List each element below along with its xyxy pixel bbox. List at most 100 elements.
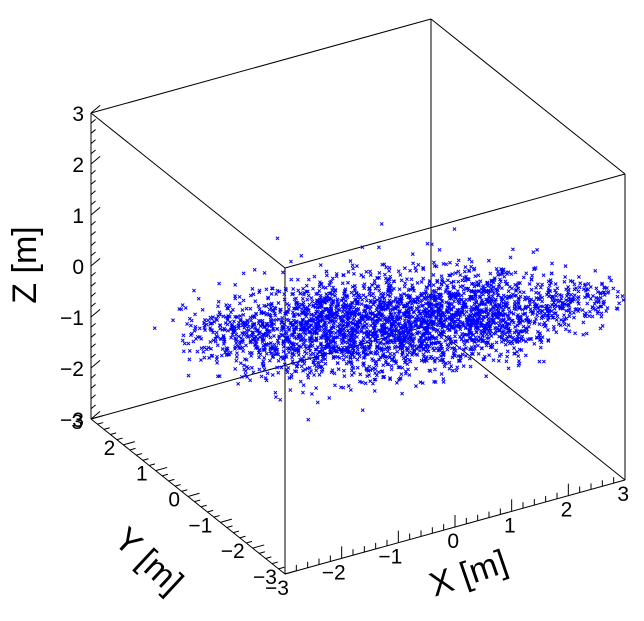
data-point <box>233 329 238 334</box>
data-point <box>585 301 590 306</box>
data-point <box>483 323 488 328</box>
data-point <box>508 295 513 300</box>
data-point <box>496 272 501 277</box>
y-tick-label: −3 <box>253 566 277 589</box>
data-point <box>383 347 388 352</box>
data-point <box>450 272 455 276</box>
data-point <box>373 319 378 323</box>
data-point <box>578 281 583 286</box>
data-point <box>397 376 402 381</box>
data-point <box>476 283 481 288</box>
data-point <box>459 337 464 342</box>
data-point <box>558 305 563 310</box>
data-point <box>328 280 332 285</box>
data-point <box>318 263 323 268</box>
data-point <box>370 356 375 361</box>
data-point <box>252 267 257 272</box>
data-point <box>199 336 204 341</box>
z-tick <box>90 271 96 277</box>
data-point <box>388 274 393 279</box>
data-point <box>440 299 445 303</box>
y-tick <box>168 478 175 482</box>
data-point <box>445 285 450 290</box>
data-point <box>535 282 540 287</box>
data-point <box>307 344 311 349</box>
data-point <box>469 264 474 269</box>
data-point <box>316 314 321 319</box>
data-point <box>285 339 289 344</box>
data-point <box>202 318 207 322</box>
data-point <box>504 359 509 364</box>
data-point <box>611 286 616 291</box>
data-point <box>418 311 423 316</box>
data-point <box>304 283 309 288</box>
data-point <box>289 277 294 282</box>
data-point <box>447 273 452 278</box>
data-point <box>539 340 544 345</box>
data-point <box>534 316 538 321</box>
z-tick <box>90 206 101 216</box>
data-point <box>258 324 263 329</box>
data-point <box>242 363 246 368</box>
data-point <box>361 283 366 288</box>
data-point <box>607 275 612 280</box>
data-point <box>487 326 492 331</box>
data-point <box>534 304 539 309</box>
data-point <box>238 361 243 366</box>
data-point <box>270 355 275 360</box>
data-point <box>327 283 332 288</box>
data-point <box>410 343 415 348</box>
data-point <box>592 301 597 306</box>
data-point <box>476 282 481 287</box>
data-point <box>520 334 525 339</box>
data-point <box>364 348 368 352</box>
data-point <box>409 334 414 339</box>
data-point <box>282 362 287 367</box>
data-point <box>538 345 543 350</box>
data-point <box>236 334 241 339</box>
data-point <box>529 297 534 302</box>
z-tick <box>90 373 96 379</box>
data-point <box>441 360 446 365</box>
data-point <box>227 351 232 356</box>
data-point <box>305 289 310 294</box>
data-point <box>348 343 352 348</box>
data-point <box>335 361 340 366</box>
data-point <box>241 332 246 337</box>
data-point <box>353 344 358 349</box>
data-point <box>360 408 365 413</box>
data-point <box>352 337 357 342</box>
z-tick <box>90 251 96 257</box>
z-tick <box>90 394 96 399</box>
data-point <box>327 342 332 347</box>
data-point <box>488 301 493 306</box>
data-point <box>512 306 517 311</box>
data-point <box>473 344 477 349</box>
data-point <box>242 357 247 362</box>
data-point <box>537 359 542 364</box>
data-point <box>291 332 296 337</box>
y-tick <box>252 544 265 549</box>
data-point <box>430 334 435 339</box>
data-point <box>431 283 436 288</box>
data-point <box>357 379 362 384</box>
data-point <box>529 337 534 342</box>
data-point <box>473 274 478 279</box>
data-point <box>507 309 512 314</box>
data-point <box>316 301 321 306</box>
y-tick <box>207 509 214 513</box>
data-point <box>609 278 614 283</box>
y-tick <box>161 473 169 477</box>
data-point <box>335 349 340 354</box>
data-point <box>295 312 300 317</box>
data-point <box>209 346 214 351</box>
data-point <box>410 299 415 304</box>
data-point <box>286 350 291 355</box>
data-points <box>152 221 626 422</box>
data-point <box>306 308 311 313</box>
data-point <box>376 328 381 332</box>
data-point <box>562 279 567 284</box>
data-point <box>493 304 498 309</box>
y-tick <box>265 556 272 559</box>
data-point <box>599 304 604 309</box>
